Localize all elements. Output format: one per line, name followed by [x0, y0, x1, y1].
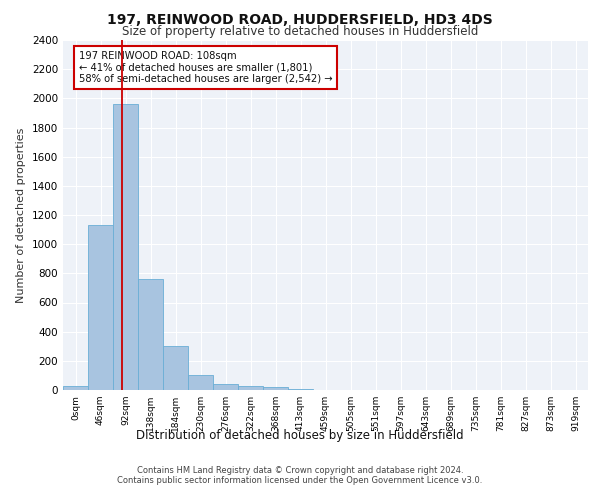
Bar [163, 346, 188, 390]
Bar [188, 374, 213, 390]
Bar [63, 386, 88, 390]
Bar [213, 384, 238, 390]
Bar [113, 104, 138, 390]
Bar [263, 387, 288, 390]
Y-axis label: Number of detached properties: Number of detached properties [16, 128, 26, 302]
Bar [138, 279, 163, 390]
Text: Contains HM Land Registry data © Crown copyright and database right 2024.
Contai: Contains HM Land Registry data © Crown c… [118, 466, 482, 485]
Text: Size of property relative to detached houses in Huddersfield: Size of property relative to detached ho… [122, 25, 478, 38]
Text: 197 REINWOOD ROAD: 108sqm
← 41% of detached houses are smaller (1,801)
58% of se: 197 REINWOOD ROAD: 108sqm ← 41% of detac… [79, 50, 332, 84]
Bar [88, 225, 113, 390]
Text: Distribution of detached houses by size in Huddersfield: Distribution of detached houses by size … [136, 430, 464, 442]
Bar [238, 386, 263, 390]
Text: 197, REINWOOD ROAD, HUDDERSFIELD, HD3 4DS: 197, REINWOOD ROAD, HUDDERSFIELD, HD3 4D… [107, 12, 493, 26]
